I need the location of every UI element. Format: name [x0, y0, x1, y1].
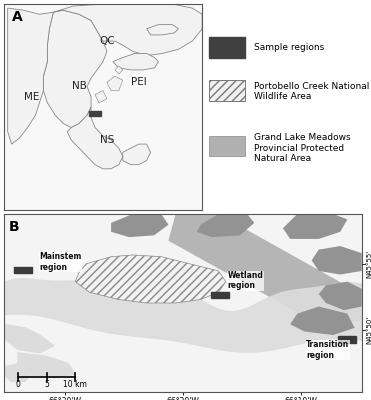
Text: Wetland
region: Wetland region	[227, 271, 263, 290]
Polygon shape	[107, 76, 123, 90]
Polygon shape	[53, 4, 202, 56]
Text: PEI: PEI	[131, 77, 147, 87]
Text: 0: 0	[16, 380, 20, 389]
Polygon shape	[168, 214, 362, 324]
Polygon shape	[67, 107, 123, 169]
Bar	[14, 267, 32, 273]
Polygon shape	[8, 8, 53, 144]
Polygon shape	[43, 10, 107, 128]
Text: QC: QC	[99, 36, 115, 46]
Polygon shape	[113, 54, 158, 70]
Text: 5: 5	[44, 380, 49, 389]
Bar	[209, 80, 244, 101]
Bar	[338, 336, 356, 343]
Polygon shape	[95, 90, 107, 103]
Bar	[209, 136, 244, 156]
Polygon shape	[4, 364, 32, 381]
Polygon shape	[197, 214, 255, 237]
Bar	[89, 111, 101, 116]
Polygon shape	[4, 279, 362, 352]
Polygon shape	[312, 246, 362, 274]
Polygon shape	[111, 214, 168, 237]
Text: Transition
region: Transition region	[306, 340, 349, 360]
Polygon shape	[18, 353, 75, 378]
Text: A: A	[12, 10, 22, 24]
Text: NB: NB	[72, 81, 86, 91]
Text: B: B	[9, 220, 20, 234]
Text: Grand Lake Meadows
Provincial Protected
Natural Area: Grand Lake Meadows Provincial Protected …	[255, 133, 351, 163]
Polygon shape	[319, 282, 362, 310]
Bar	[209, 37, 244, 58]
Polygon shape	[115, 66, 123, 74]
Polygon shape	[290, 306, 355, 335]
Text: ME: ME	[24, 92, 39, 102]
Polygon shape	[283, 214, 347, 239]
Text: NS: NS	[100, 135, 114, 145]
Bar	[211, 292, 229, 298]
Text: Portobello Creek National
Wildlife Area: Portobello Creek National Wildlife Area	[255, 82, 370, 101]
Polygon shape	[75, 255, 226, 303]
Text: 10 km: 10 km	[63, 380, 87, 389]
Polygon shape	[123, 144, 151, 165]
Polygon shape	[147, 25, 178, 35]
Text: Sample regions: Sample regions	[255, 43, 325, 52]
Polygon shape	[4, 324, 54, 353]
Text: Mainstem
region: Mainstem region	[39, 252, 82, 272]
